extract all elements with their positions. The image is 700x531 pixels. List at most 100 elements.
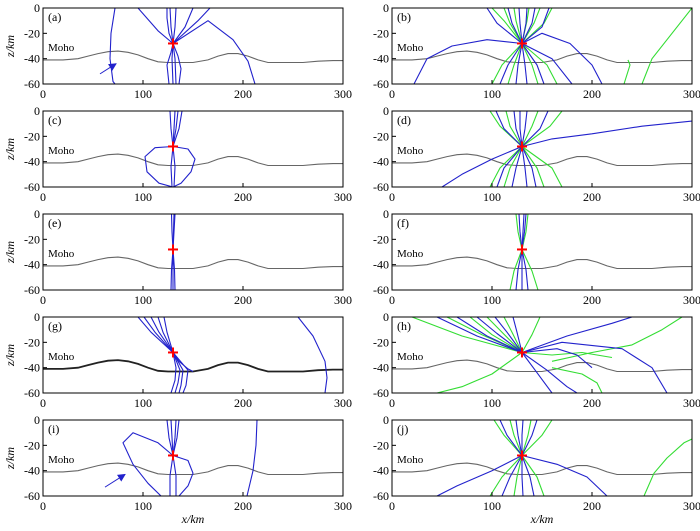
panel-f-ytick-label-0: 0	[383, 207, 389, 221]
panel-h-moho-label: Moho	[397, 351, 424, 363]
panel-g-plot-area	[43, 317, 343, 393]
panel-e-ytick-label--20: -20	[24, 232, 40, 246]
panel-e-xtick-label-200: 200	[234, 293, 252, 307]
panel-d-ray-blue-15	[496, 146, 523, 187]
panel-d-ray-green-1	[505, 111, 523, 147]
panel-f-plot-area	[392, 214, 692, 290]
panel-d-ray-blue-14	[441, 145, 523, 187]
panel-f-ray-blue-9	[521, 249, 529, 290]
panel-b-ray-blue-13	[507, 8, 523, 44]
panel-d-ytick-label-0: 0	[383, 104, 389, 118]
panel-a-ylabel: z/km	[3, 35, 17, 58]
panel-f-ytick-label--40: -40	[373, 258, 389, 272]
panel-i-xtick-label-200: 200	[234, 499, 252, 513]
panel-c-ray-blue-5	[172, 145, 196, 187]
panel-e-ytick-label--60: -60	[24, 283, 40, 297]
panel-b-ray-blue-19	[521, 32, 603, 84]
panel-h-xtick-label-300: 300	[683, 396, 700, 410]
panel-b-ray-green-11	[623, 59, 631, 84]
panel-b-xtick-label-300: 300	[683, 87, 700, 101]
panel-i-ytick-label--40: -40	[24, 464, 40, 478]
panel-e: 0 100 200 300 0 -20 -40 -60 (e) Moho z/km	[3, 207, 352, 307]
panel-i-ytick-label-0: 0	[34, 413, 40, 427]
panel-b-ytick-label-0: 0	[383, 1, 389, 15]
panel-c-label: (c)	[48, 113, 61, 127]
panel-d-ray-blue-8	[495, 111, 523, 147]
panel-i-ytick-label--20: -20	[24, 438, 40, 452]
panel-d-ray-green-3	[521, 111, 563, 147]
panel-f-ray-green-3	[509, 249, 523, 290]
panel-g-ylabel: z/km	[3, 344, 17, 367]
panel-b-plot-area	[392, 8, 692, 84]
panel-i-ray-blue-5	[172, 454, 194, 496]
panel-j-ray-blue-14	[501, 455, 523, 496]
panel-i-xtick-label-300: 300	[334, 499, 352, 513]
panel-h-ray-green-4	[503, 317, 523, 353]
panel-h-ray-green-3	[486, 317, 523, 353]
panel-j-xtick-label-100: 100	[483, 499, 501, 513]
panel-j-ray-green-1	[509, 420, 523, 456]
panel-g-ray-blue-10	[297, 317, 328, 393]
panel-a-ytick-label--60: -60	[24, 77, 40, 91]
panel-b-ray-blue-16	[521, 8, 536, 44]
panel-i-ytick-label--60: -60	[24, 489, 40, 503]
panel-i: 0 100 200 300 0 -20 -40 -60 (i) Moho z/km	[3, 413, 352, 513]
panel-b-ray-green-6	[491, 43, 523, 84]
panel-j-ytick-label--40: -40	[373, 464, 389, 478]
panel-j-ray-blue-8	[499, 420, 523, 456]
panel-h: 0 100 200 300 0 -20 -40 -60 (h) Moho	[373, 310, 700, 410]
panel-b-ray-blue-14	[518, 8, 523, 44]
panel-j-xtick-label-0: 0	[389, 499, 395, 513]
panel-f-label: (f)	[397, 216, 409, 230]
panel-g-ytick-label--20: -20	[24, 335, 40, 349]
panel-c-ray-blue-2	[172, 111, 179, 147]
panel-h-ray-green-9	[551, 367, 603, 393]
panel-b-ray-blue-15	[521, 8, 528, 44]
panel-f-frame	[391, 213, 693, 291]
panel-j-ray-blue-13	[521, 454, 608, 496]
panel-e-label: (e)	[48, 216, 61, 230]
panel-c-xtick-label-200: 200	[234, 190, 252, 204]
panel-f-ray-blue-7	[515, 249, 523, 290]
panel-b-ytick-label--40: -40	[373, 52, 389, 66]
panel-b-ray-green-2	[513, 8, 523, 44]
panel-c-ylabel: z/km	[3, 138, 17, 161]
panel-c-ray-blue-3	[172, 111, 183, 147]
panel-a-label: (a)	[48, 10, 61, 24]
panel-e-ray-blue-2	[172, 214, 176, 250]
panel-e-xtick-label-300: 300	[334, 293, 352, 307]
panel-j-ray-green-4	[489, 455, 523, 496]
panel-b-ray-blue-23	[521, 43, 545, 84]
panel-f-xtick-label-200: 200	[583, 293, 601, 307]
panel-j-ray-blue-10	[521, 420, 524, 456]
panel-b-ray-green-4	[521, 8, 541, 44]
panel-c-ray-blue-0	[169, 111, 174, 147]
panel-b-xtick-label-100: 100	[483, 87, 501, 101]
panel-e-ytick-label--40: -40	[24, 258, 40, 272]
panel-f-ytick-label--20: -20	[373, 232, 389, 246]
panel-j-ray-green-7	[643, 438, 692, 496]
panel-d: 0 100 200 300 0 -20 -40 -60 (d) Moho	[373, 104, 700, 204]
panel-b-ytick-label--20: -20	[373, 26, 389, 40]
panel-c-frame	[42, 110, 344, 188]
panel-h-label: (h)	[397, 319, 411, 333]
panel-e-ray-blue-5	[172, 249, 176, 290]
panel-d-ytick-label--60: -60	[373, 180, 389, 194]
panel-d-ray-blue-17	[521, 146, 528, 187]
panel-d-ytick-label--40: -40	[373, 155, 389, 169]
panel-d-ray-green-7	[521, 146, 563, 187]
panel-i-ylabel: z/km	[3, 447, 17, 470]
panel-b: 0 100 200 300 0 -20 -40 -60 (b) Moho	[373, 1, 700, 101]
panel-c-ray-blue-1	[172, 111, 176, 147]
panel-f-ray-blue-6	[521, 214, 527, 250]
panel-i-ray-blue-3	[172, 420, 180, 456]
panel-h-xtick-label-100: 100	[483, 396, 501, 410]
panel-a-ray-blue-10	[169, 8, 174, 44]
panel-d-xtick-label-100: 100	[483, 190, 501, 204]
panel-i-xtick-label-0: 0	[40, 499, 46, 513]
panel-d-ytick-label--20: -20	[373, 129, 389, 143]
panel-i-ray-blue-1	[170, 420, 174, 456]
panel-h-ray-blue-14	[512, 317, 523, 353]
panel-h-ray-blue-12	[476, 317, 523, 353]
panel-e-xtick-label-0: 0	[40, 293, 46, 307]
